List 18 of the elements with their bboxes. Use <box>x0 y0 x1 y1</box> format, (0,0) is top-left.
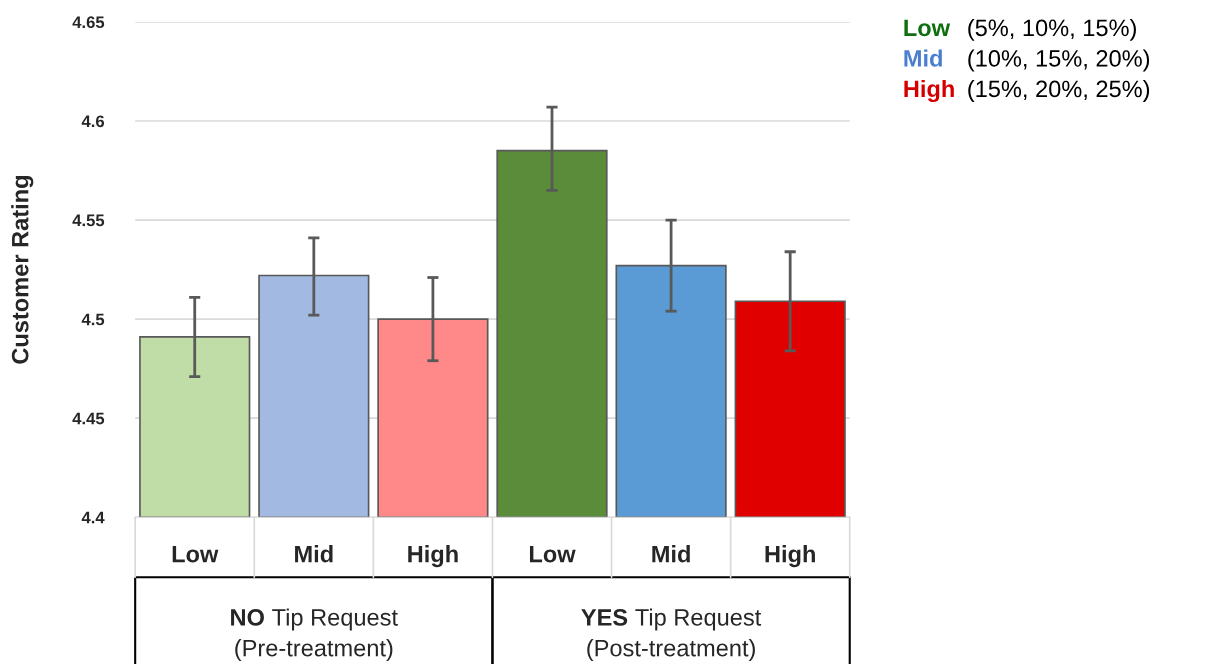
y-tick-label: 4.6 <box>81 115 105 128</box>
y-tick-label: 4.45 <box>72 412 105 425</box>
x-tick-label: Mid <box>652 545 690 563</box>
text: NO Tip Request (Pre-treatment) <box>231 608 398 662</box>
text: YES Tip Request (Post-treatment) <box>581 608 762 662</box>
x-tick-label: High <box>765 545 815 568</box>
x-tick-label: Mid <box>295 545 333 563</box>
x-tick-label: High <box>408 545 458 568</box>
y-tick-label: 4.65 <box>72 16 105 29</box>
text: Low (5%, 10%, 15%) <box>904 18 1136 41</box>
y-tick-label: 4.4 <box>81 511 105 524</box>
y-tick-label: 4.55 <box>72 214 105 227</box>
y-tick-label: 4.5 <box>81 313 105 326</box>
text: Mid (10%, 15%, 20%) <box>904 49 1150 72</box>
text: High (15%, 20%, 25%) <box>904 79 1150 103</box>
x-tick-label: Low <box>529 545 576 563</box>
x-tick-label: Low <box>172 545 219 563</box>
y-axis-title: Customer Rating <box>11 176 34 364</box>
